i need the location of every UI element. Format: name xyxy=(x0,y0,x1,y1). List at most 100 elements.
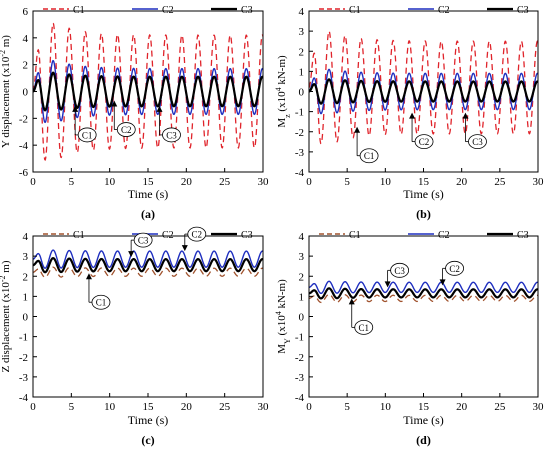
x-tick-label: 30 xyxy=(258,401,270,413)
annotation-label: C1 xyxy=(96,298,107,308)
annotation-arrow xyxy=(348,298,355,305)
legend-label-c2: C2 xyxy=(162,230,174,241)
plot-area xyxy=(33,249,263,278)
x-tick-label: 15 xyxy=(418,176,430,188)
y-label-sup: 4 xyxy=(274,87,283,91)
annotation-circle xyxy=(77,127,97,143)
series-line-c3 xyxy=(309,78,538,105)
x-tick-label: 0 xyxy=(306,176,312,188)
annotation-c1: C1 xyxy=(85,273,111,310)
y-tick-label: 2 xyxy=(299,271,305,283)
x-tick-label: 20 xyxy=(456,176,468,188)
annotation-label: C3 xyxy=(472,137,483,147)
panel-caption: (d) xyxy=(416,433,431,447)
x-tick-label: 30 xyxy=(533,176,545,188)
y-label-end: kN-m) xyxy=(276,55,288,87)
annotation-label: C2 xyxy=(121,125,132,135)
annotation-arrow xyxy=(439,279,446,286)
annotation-c1: C1 xyxy=(354,126,379,164)
annotation-label: C1 xyxy=(358,323,369,333)
plot-area xyxy=(309,280,538,304)
x-tick-label: 5 xyxy=(344,176,350,188)
y-tick-label: -2 xyxy=(295,352,304,364)
annotation-circle xyxy=(116,122,136,137)
y-label-sub: Y xyxy=(283,338,292,344)
annotation-circle xyxy=(390,262,410,278)
annotation-circle xyxy=(187,226,207,242)
y-tick-label: 3 xyxy=(23,251,29,263)
panel-d: 0 5 10 15 20 25 30 -4 -3 -2 -1 0 1 2 3 4 Time (s) MY (x10… xyxy=(274,230,545,447)
y-tick-label: -2 xyxy=(19,113,28,125)
y-tick-label: -3 xyxy=(295,372,305,384)
y-tick-label: 0 xyxy=(299,312,305,324)
legend-label-c1: C1 xyxy=(349,230,361,241)
axes-frame xyxy=(32,10,264,173)
annotation-label: C2 xyxy=(192,230,203,240)
annotation-arrow xyxy=(462,112,469,119)
annotation-c2: C2 xyxy=(439,260,464,286)
x-tick-label: 10 xyxy=(104,401,116,413)
x-tick-label: 30 xyxy=(533,401,545,413)
annotation-circle xyxy=(445,260,464,276)
y-axis-label: Z displacement (x10-2 m) xyxy=(0,260,12,372)
x-tick-label: 20 xyxy=(181,401,193,413)
y-tick-label: 3 xyxy=(299,26,305,38)
x-tick-label: 5 xyxy=(69,176,75,188)
annotation-arrow xyxy=(409,112,416,119)
annotation-circle xyxy=(133,232,153,248)
y-label-main: M xyxy=(276,118,288,128)
legend-label-c1: C1 xyxy=(73,5,85,16)
plot-area xyxy=(33,22,263,161)
x-tick-label: 15 xyxy=(418,401,430,413)
x-axis-label: Time (s) xyxy=(128,187,169,201)
y-tick-label: -4 xyxy=(19,140,29,152)
y-tick-label: -1 xyxy=(19,332,28,344)
y-label-main: M xyxy=(276,344,288,354)
series-line-c1 xyxy=(309,293,538,304)
y-tick-label: -3 xyxy=(295,147,305,159)
y-tick-label: 4 xyxy=(299,231,305,243)
y-tick-label: 2 xyxy=(299,46,305,58)
x-tick-label: 10 xyxy=(380,401,392,413)
series-line-c3 xyxy=(309,287,538,300)
y-tick-label: 4 xyxy=(23,231,29,243)
series-line-c2 xyxy=(309,68,538,115)
legend-label-c3: C3 xyxy=(517,230,529,241)
annotation-c1: C1 xyxy=(72,105,97,143)
series-line-c1 xyxy=(309,30,538,145)
y-tick-label: 1 xyxy=(299,291,305,303)
annotation-label: C3 xyxy=(394,266,405,276)
annotation-c3: C3 xyxy=(156,105,181,143)
x-tick-label: 0 xyxy=(30,401,36,413)
y-tick-label: 0 xyxy=(23,87,29,99)
x-axis-label: Time (s) xyxy=(403,413,444,427)
annotation-c3: C3 xyxy=(462,112,487,150)
x-tick-label: 25 xyxy=(219,176,231,188)
y-label-sup: 4 xyxy=(274,311,283,315)
y-axis-label: MY (x104 kN-m) xyxy=(274,279,292,354)
annotation-label: C1 xyxy=(82,130,93,140)
annotation-circle xyxy=(468,134,487,150)
y-tick-label: -3 xyxy=(19,372,29,384)
series-line-c3 xyxy=(33,71,263,112)
annotation-circle xyxy=(414,134,434,150)
annotation-arrow xyxy=(72,105,79,112)
x-tick-label: 25 xyxy=(494,401,506,413)
annotation-label: C3 xyxy=(166,130,177,140)
annotation-arrow xyxy=(111,100,118,107)
annotation-arrow xyxy=(181,245,188,252)
x-axis-label: Time (s) xyxy=(128,413,169,427)
annotation-arrow xyxy=(85,273,92,280)
legend-label-c3: C3 xyxy=(241,5,253,16)
annotation-arrow xyxy=(384,281,391,288)
x-tick-label: 5 xyxy=(344,401,350,413)
y-tick-label: 3 xyxy=(299,251,305,263)
annotation-c2: C2 xyxy=(409,112,434,150)
y-tick-label: -4 xyxy=(295,167,305,179)
annotation-label: C2 xyxy=(419,137,430,147)
y-axis-label: Mz (x104 kN-m) xyxy=(274,55,292,128)
y-tick-label: 2 xyxy=(23,271,29,283)
y-tick-label: 4 xyxy=(299,6,305,18)
y-tick-label: 6 xyxy=(23,6,29,18)
